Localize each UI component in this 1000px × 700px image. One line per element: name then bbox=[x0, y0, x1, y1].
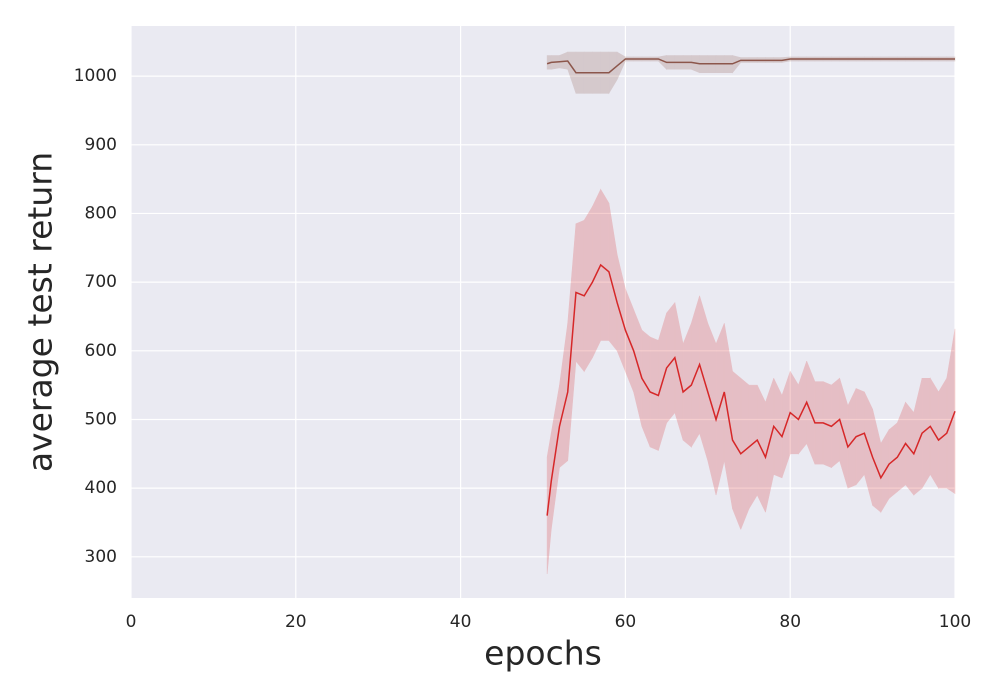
x-axis-label: epochs bbox=[484, 634, 602, 673]
band-segment bbox=[864, 391, 873, 506]
band-segment bbox=[608, 51, 618, 95]
line bbox=[546, 263, 956, 516]
band-segment bbox=[773, 378, 783, 479]
y-tick-label: 500 bbox=[85, 409, 117, 429]
band-segment bbox=[691, 295, 700, 449]
line bbox=[546, 58, 955, 74]
band-segment bbox=[938, 377, 948, 489]
band-segment bbox=[682, 323, 692, 448]
band-segment bbox=[575, 219, 585, 373]
x-tick-label: 100 bbox=[939, 612, 971, 632]
band-segment bbox=[740, 377, 750, 530]
x-tick-label: 20 bbox=[285, 612, 307, 632]
band-segment bbox=[921, 377, 931, 490]
y-tick-label: 300 bbox=[85, 547, 117, 567]
band-segment bbox=[616, 254, 626, 372]
band-segment bbox=[674, 302, 684, 441]
x-tick-label: 60 bbox=[615, 612, 637, 632]
band-segment bbox=[707, 323, 717, 496]
band-segment bbox=[748, 384, 758, 510]
band-segment bbox=[765, 378, 775, 513]
y-tick-label: 900 bbox=[85, 135, 117, 155]
x-tick-label: 40 bbox=[450, 612, 472, 632]
y-tick-label: 400 bbox=[85, 478, 117, 498]
band-segment bbox=[913, 378, 923, 496]
y-tick-label: 700 bbox=[85, 272, 117, 292]
y-tick-label: 800 bbox=[85, 203, 117, 223]
band-segment bbox=[616, 51, 626, 80]
band-segment bbox=[608, 203, 618, 352]
y-tick-label: 600 bbox=[85, 341, 117, 361]
band-segment bbox=[897, 402, 906, 493]
band-segment bbox=[847, 388, 857, 489]
band-segment bbox=[946, 328, 956, 495]
band-segment bbox=[732, 55, 742, 74]
band-segment bbox=[633, 309, 643, 427]
band-segment bbox=[798, 360, 807, 455]
plot-area bbox=[131, 26, 955, 598]
band-segment bbox=[789, 370, 799, 455]
band-segment bbox=[872, 409, 882, 513]
band-segment bbox=[559, 323, 569, 469]
y-axis-label: average test return bbox=[21, 152, 60, 472]
y-tick-label: 1000 bbox=[74, 66, 117, 86]
band-segment bbox=[732, 370, 742, 530]
band-segment bbox=[691, 55, 700, 74]
x-tick-label: 80 bbox=[779, 612, 801, 632]
band-segment bbox=[600, 188, 610, 341]
band-segment bbox=[715, 323, 725, 496]
band-segment bbox=[855, 388, 865, 486]
band-segment bbox=[641, 329, 651, 448]
x-tick-label: 0 bbox=[126, 612, 137, 632]
band-segment bbox=[567, 51, 577, 94]
